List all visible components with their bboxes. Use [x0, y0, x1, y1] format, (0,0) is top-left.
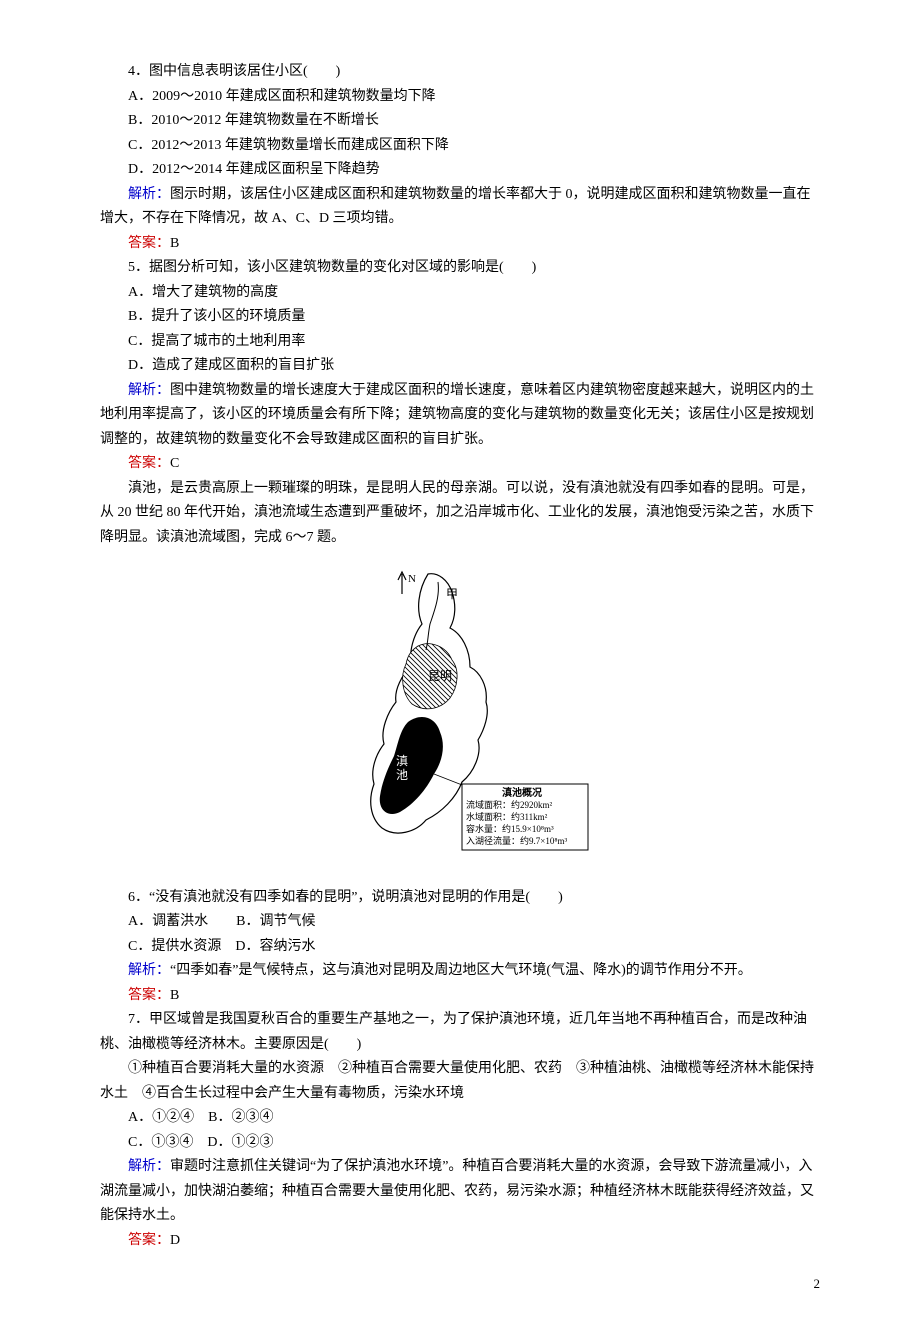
q6-idx: 6． [128, 890, 149, 905]
q5-idx: 5． [128, 260, 149, 275]
q5-opt-d: D．造成了建成区面积的盲目扩张 [100, 354, 820, 379]
q4-stem: 4．图中信息表明该居住小区( ) [100, 60, 820, 85]
q7-idx: 7． [128, 1012, 149, 1027]
q7-opts-ab: A．①②④ B．②③④ [100, 1106, 820, 1131]
q4-answer-label: 答案： [128, 236, 170, 251]
q6-analysis: 解析：“四季如春”是气候特点，这与滇池对昆明及周边地区大气环境(气温、降水)的调… [100, 959, 820, 984]
q7-opt-c: C．①③④ [128, 1135, 193, 1150]
q4-analysis-label: 解析： [128, 187, 170, 202]
q7-choices-intro: ①种植百合要消耗大量的水资源 ②种植百合需要大量使用化肥、农药 ③种植油桃、油橄… [100, 1057, 820, 1106]
q4-opt-c: C．2012～2013 年建筑物数量增长而建成区面积下降 [100, 134, 820, 159]
q7-stemtext: 甲区域曾是我国夏秋百合的重要生产基地之一，为了保护滇池环境，近几年当地不再种植百… [100, 1012, 807, 1052]
q6-stemtext: “没有滇池就没有四季如春的昆明”，说明滇池对昆明的作用是( ) [149, 890, 563, 905]
q5-analysis: 解析：图中建筑物数量的增长速度大于建成区面积的增长速度，意味着区内建筑物密度越来… [100, 379, 820, 453]
q7-analysis: 解析：审题时注意抓住关键词“为了保护滇池水环境”。种植百合要消耗大量的水资源，会… [100, 1155, 820, 1229]
q5-analysis-text: 图中建筑物数量的增长速度大于建成区面积的增长速度，意味着区内建筑物密度越来越大，… [100, 383, 814, 447]
info-line-2: 容水量：约15.9×10⁸m³ [466, 823, 554, 834]
q6-opt-d: D．容纳污水 [235, 939, 315, 954]
north-label: N [408, 573, 416, 585]
q4-answer: 答案：B [100, 232, 820, 257]
q6-stem: 6．“没有滇池就没有四季如春的昆明”，说明滇池对昆明的作用是( ) [100, 886, 820, 911]
q4-analysis: 解析：图示时期，该居住小区建成区面积和建筑物数量的增长率都大于 0，说明建成区面… [100, 183, 820, 232]
q6-analysis-text: “四季如春”是气候特点，这与滇池对昆明及周边地区大气环境(气温、降水)的调节作用… [170, 963, 752, 978]
q4-idx: 4． [128, 64, 149, 79]
q6-opts-cd: C．提供水资源 D．容纳污水 [100, 935, 820, 960]
q6-opts-ab: A．调蓄洪水 B．调节气候 [100, 910, 820, 935]
q7-opt-d: D．①②③ [207, 1135, 273, 1150]
info-line-1: 水域面积：约311km² [466, 811, 548, 822]
q7-analysis-label: 解析： [128, 1159, 170, 1174]
north-arrow-icon: N [398, 572, 416, 594]
q4-opt-d: D．2012～2014 年建成区面积呈下降趋势 [100, 158, 820, 183]
q5-answer: 答案：C [100, 452, 820, 477]
q4-stemtext: 图中信息表明该居住小区( ) [149, 64, 340, 79]
q6-opt-a: A．调蓄洪水 [128, 914, 208, 929]
q7-opt-a: A．①②④ [128, 1110, 194, 1125]
q4-analysis-text: 图示时期，该居住小区建成区面积和建筑物数量的增长率都大于 0，说明建成区面积和建… [100, 187, 811, 227]
q7-answer-label: 答案： [128, 1233, 170, 1248]
lake-shape [380, 717, 443, 814]
info-title: 滇池概况 [502, 786, 542, 799]
q5-opt-b: B．提升了该小区的环境质量 [100, 305, 820, 330]
q4-opt-a: A．2009～2010 年建成区面积和建筑物数量均下降 [100, 85, 820, 110]
page-number: 2 [100, 1253, 820, 1296]
river-icon [426, 582, 438, 650]
river-label: 甲 [446, 587, 458, 601]
q7-analysis-text: 审题时注意抓住关键词“为了保护滇池水环境”。种植百合要消耗大量的水资源，会导致下… [100, 1159, 814, 1223]
q5-answer-label: 答案： [128, 456, 170, 471]
q4-opt-b: B．2010～2012 年建筑物数量在不断增长 [100, 109, 820, 134]
dianchi-map-svg: N 昆明 滇池 甲 滇池概况 流域面积：约2920km² [330, 562, 590, 862]
q7-opt-b: B．②③④ [208, 1110, 273, 1125]
info-line-0: 流域面积：约2920km² [466, 799, 553, 810]
info-line-3: 入湖径流量：约9.7×10⁸m³ [466, 835, 567, 846]
city-label: 昆明 [428, 669, 452, 683]
q6-opt-b: B．调节气候 [236, 914, 315, 929]
q5-stem: 5．据图分析可知，该小区建筑物数量的变化对区域的影响是( ) [100, 256, 820, 281]
lake-label: 滇池 [396, 754, 408, 782]
q5-opt-a: A．增大了建筑物的高度 [100, 281, 820, 306]
q6-answer: 答案：B [100, 984, 820, 1009]
passage-dianchi: 滇池，是云贵高原上一颗璀璨的明珠，是昆明人民的母亲湖。可以说，没有滇池就没有四季… [100, 477, 820, 551]
q5-stemtext: 据图分析可知，该小区建筑物数量的变化对区域的影响是( ) [149, 260, 536, 275]
q5-answer-text: C [170, 456, 179, 471]
q4-answer-text: B [170, 236, 179, 251]
info-box: 滇池概况 流域面积：约2920km² 水域面积：约311km² 容水量：约15.… [462, 784, 588, 850]
q6-analysis-label: 解析： [128, 963, 170, 978]
q6-answer-text: B [170, 988, 179, 1003]
q5-analysis-label: 解析： [128, 383, 170, 398]
q7-opts-cd: C．①③④ D．①②③ [100, 1131, 820, 1156]
q6-answer-label: 答案： [128, 988, 170, 1003]
q5-opt-c: C．提高了城市的土地利用率 [100, 330, 820, 355]
q7-stem: 7．甲区域曾是我国夏秋百合的重要生产基地之一，为了保护滇池环境，近几年当地不再种… [100, 1008, 820, 1057]
city-area: 昆明 [403, 644, 457, 709]
q6-opt-c: C．提供水资源 [128, 939, 221, 954]
q7-answer: 答案：D [100, 1229, 820, 1254]
dianchi-map: N 昆明 滇池 甲 滇池概况 流域面积：约2920km² [100, 562, 820, 872]
q7-answer-text: D [170, 1233, 180, 1248]
